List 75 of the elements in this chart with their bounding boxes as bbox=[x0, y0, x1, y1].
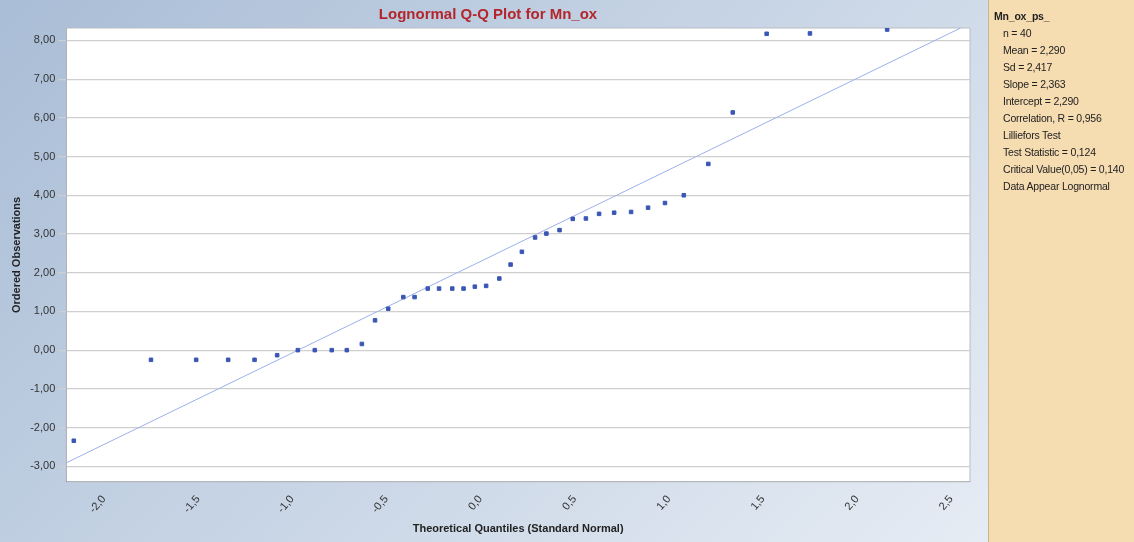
point bbox=[497, 276, 502, 281]
text: Lilliefors Test bbox=[1003, 129, 1062, 141]
chart-title: Lognormal Q-Q Plot for Mn_ox bbox=[378, 5, 598, 23]
x-tick-label: 2,0 bbox=[841, 492, 861, 512]
point bbox=[807, 31, 813, 36]
point bbox=[570, 216, 575, 222]
text: Correlation, R = 0,956 bbox=[1003, 112, 1103, 124]
x-tick-label: 0,5 bbox=[559, 492, 579, 512]
point bbox=[583, 216, 589, 221]
x-tick-label: -2,0 bbox=[86, 492, 108, 515]
point bbox=[645, 205, 651, 210]
point bbox=[544, 231, 549, 236]
point bbox=[344, 347, 350, 353]
point bbox=[611, 210, 617, 215]
x-tick-label: -0,5 bbox=[368, 492, 391, 515]
text: Test Statistic = 0,124 bbox=[1003, 146, 1097, 158]
point bbox=[193, 357, 199, 363]
point bbox=[508, 262, 513, 267]
point bbox=[628, 209, 634, 215]
point bbox=[385, 306, 391, 311]
y-tick-label: 7,00 bbox=[33, 72, 56, 85]
point bbox=[681, 193, 687, 198]
point bbox=[557, 227, 562, 233]
point bbox=[706, 161, 711, 167]
point bbox=[730, 110, 736, 115]
text: Sd = 2,417 bbox=[1003, 61, 1054, 73]
y-tick-label: -3,00 bbox=[30, 459, 56, 472]
y-axis-title: Ordered Observations bbox=[9, 196, 22, 313]
point bbox=[312, 347, 318, 353]
x-tick-label: 1,5 bbox=[747, 492, 767, 512]
y-tick-label: -1,00 bbox=[30, 381, 56, 394]
point bbox=[252, 357, 257, 363]
y-tick-label: 8,00 bbox=[33, 33, 56, 46]
point bbox=[436, 286, 442, 291]
point bbox=[225, 357, 231, 363]
x-tick-label: -1,0 bbox=[274, 492, 297, 515]
point bbox=[148, 357, 154, 363]
y-tick-label: 1,00 bbox=[33, 304, 56, 317]
text: n = 40 bbox=[1003, 27, 1033, 39]
y-tick-label: 5,00 bbox=[33, 149, 56, 162]
point bbox=[519, 249, 525, 255]
y-tick-label: 2,00 bbox=[33, 265, 56, 278]
x-tick-label: -1,5 bbox=[180, 492, 202, 515]
point bbox=[372, 318, 378, 323]
text: Data Appear Lognormal bbox=[1003, 180, 1111, 192]
text: Critical Value(0,05) = 0,140 bbox=[1003, 163, 1126, 175]
point bbox=[596, 211, 602, 217]
point bbox=[425, 286, 431, 291]
point bbox=[295, 347, 301, 353]
point bbox=[329, 347, 335, 353]
point bbox=[401, 294, 406, 300]
y-tick-label: 3,00 bbox=[33, 227, 56, 240]
x-axis-title: Theoretical Quantiles (Standard Normal) bbox=[412, 522, 624, 535]
point bbox=[472, 284, 478, 289]
y-tick-label: 4,00 bbox=[33, 188, 56, 201]
text: Intercept = 2,290 bbox=[1003, 95, 1080, 107]
y-tick-label: 6,00 bbox=[33, 110, 56, 123]
point bbox=[884, 28, 890, 32]
x-tick-label: 0,0 bbox=[465, 492, 485, 512]
text: Mean = 2,290 bbox=[1003, 44, 1067, 56]
point bbox=[449, 286, 455, 291]
y-tick-label: 0,00 bbox=[33, 343, 56, 356]
point bbox=[483, 283, 489, 289]
x-tick-label: 2,5 bbox=[936, 492, 956, 512]
point bbox=[71, 438, 77, 444]
text: Mn_ox_ps_ bbox=[994, 10, 1051, 22]
y-tick-label: -2,00 bbox=[30, 420, 56, 433]
point bbox=[461, 286, 466, 291]
point bbox=[359, 341, 365, 347]
x-tick-label: 1,0 bbox=[653, 492, 673, 512]
point bbox=[764, 31, 769, 37]
point bbox=[532, 235, 538, 240]
point bbox=[274, 352, 280, 358]
point bbox=[412, 294, 417, 300]
text: Slope = 2,363 bbox=[1003, 78, 1067, 90]
